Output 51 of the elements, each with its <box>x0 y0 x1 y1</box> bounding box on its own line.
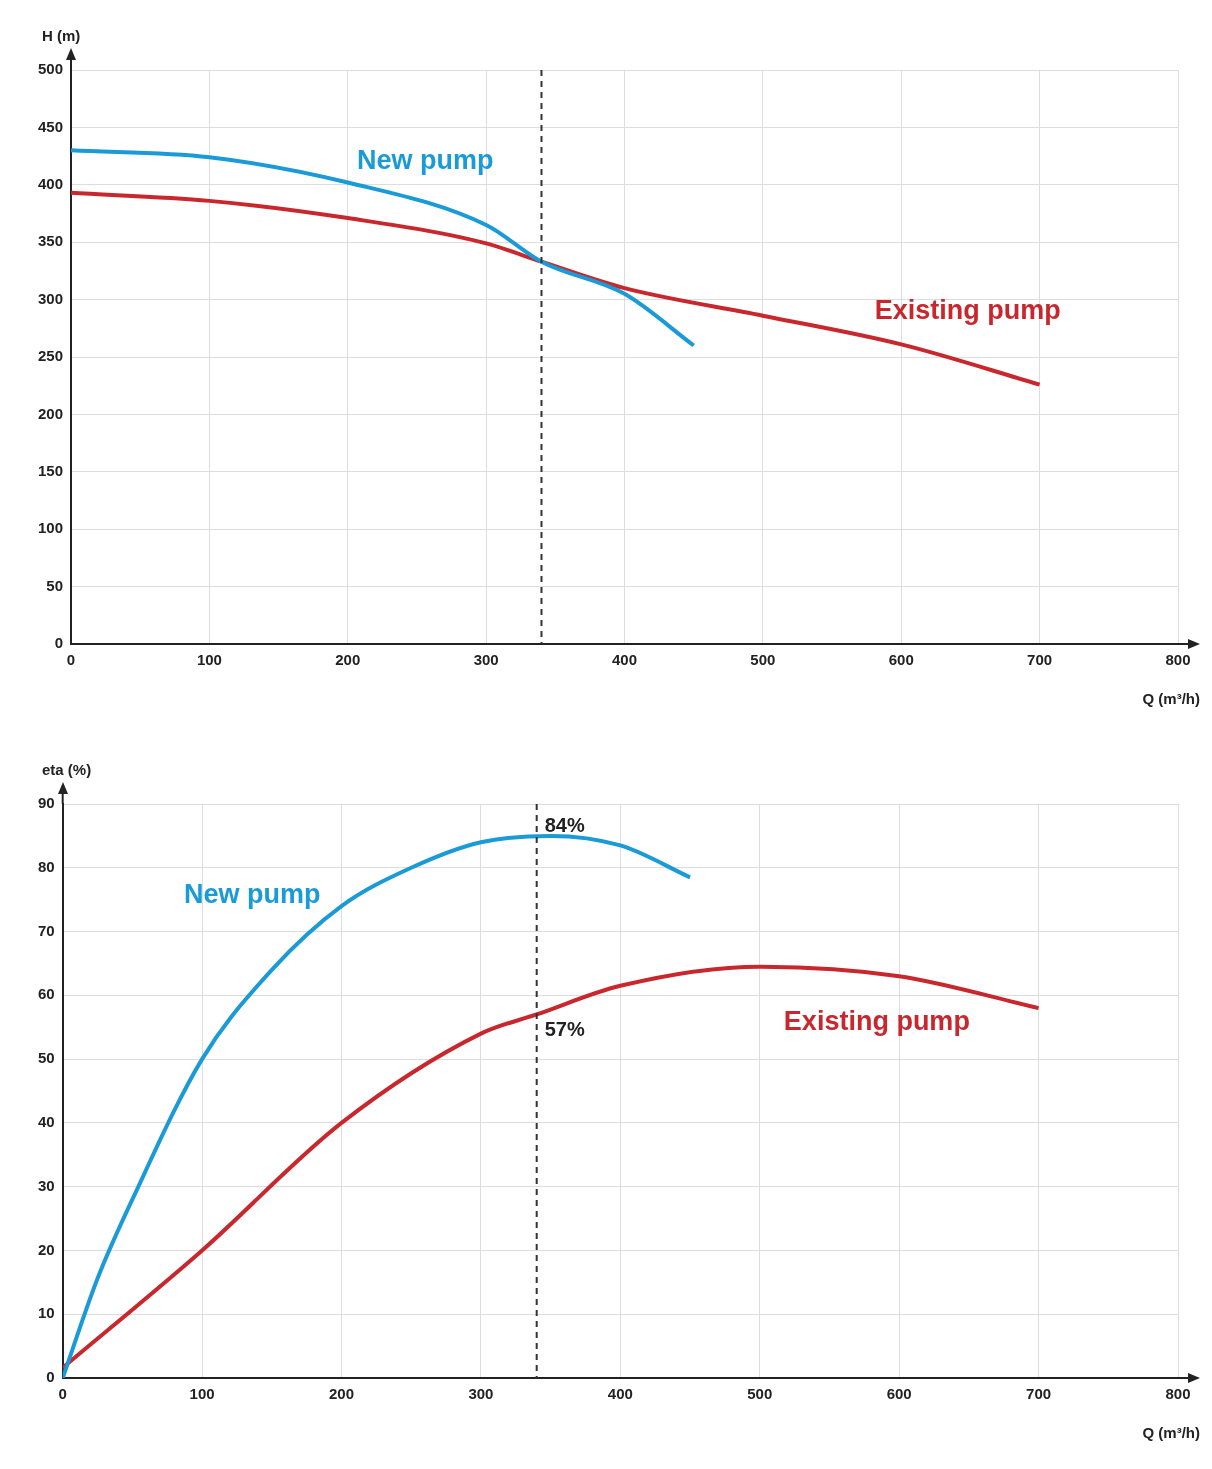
x-tick-label: 0 <box>66 651 76 669</box>
y-tick-label: 0 <box>46 1368 55 1386</box>
x-tick-label: 100 <box>196 651 222 669</box>
x-tick-label: 300 <box>468 1385 494 1403</box>
y-tick-label: 350 <box>38 232 64 250</box>
y-tick-label: 90 <box>38 794 55 812</box>
x-tick-label: 100 <box>189 1385 215 1403</box>
annotation: 84% <box>544 813 585 836</box>
y-axis-title: eta (%) <box>42 760 92 778</box>
x-tick-label: 800 <box>1165 1385 1191 1403</box>
y-tick-label: 50 <box>46 576 64 594</box>
y-tick-label: 50 <box>38 1049 55 1067</box>
x-tick-label: 500 <box>750 651 776 669</box>
x-tick-label: 600 <box>888 651 914 669</box>
x-tick-label: 500 <box>747 1385 773 1403</box>
x-tick-label: 700 <box>1027 651 1053 669</box>
series-label: Existing pump <box>874 294 1061 325</box>
y-tick-label: 150 <box>38 461 64 479</box>
y-tick-label: 300 <box>38 289 64 307</box>
y-tick-label: 250 <box>38 347 64 365</box>
x-tick-label: 400 <box>607 1385 633 1403</box>
y-tick-label: 30 <box>38 1176 55 1194</box>
y-tick-label: 400 <box>38 174 64 192</box>
y-axis-title: H (m) <box>42 26 81 44</box>
y-tick-label: 500 <box>38 60 64 78</box>
x-tick-label: 700 <box>1026 1385 1052 1403</box>
x-tick-label: 600 <box>886 1385 912 1403</box>
y-tick-label: 0 <box>54 634 64 652</box>
y-tick-label: 20 <box>38 1240 55 1258</box>
x-tick-label: 200 <box>329 1385 355 1403</box>
y-tick-label: 60 <box>38 985 55 1003</box>
y-tick-label: 200 <box>38 404 64 422</box>
y-tick-label: 100 <box>38 519 64 537</box>
y-tick-label: 450 <box>38 117 64 135</box>
y-tick-label: 70 <box>38 921 55 939</box>
x-axis-title: Q (m³/h) <box>1142 689 1200 707</box>
series-label: Existing pump <box>783 1005 970 1036</box>
y-tick-label: 40 <box>38 1113 55 1131</box>
y-tick-label: 80 <box>38 857 55 875</box>
annotation: 57% <box>544 1017 585 1040</box>
x-tick-label: 300 <box>473 651 499 669</box>
x-tick-label: 800 <box>1165 651 1191 669</box>
line-series <box>62 964 1041 1370</box>
x-axis-title: Q (m³/h) <box>1142 1423 1200 1441</box>
line-series <box>62 833 693 1378</box>
line-series <box>71 148 696 348</box>
x-tick-label: 200 <box>335 651 361 669</box>
y-tick-label: 10 <box>38 1304 55 1322</box>
series-label: New pump <box>184 879 321 910</box>
x-tick-label: 400 <box>612 651 638 669</box>
series-label: New pump <box>357 145 494 176</box>
